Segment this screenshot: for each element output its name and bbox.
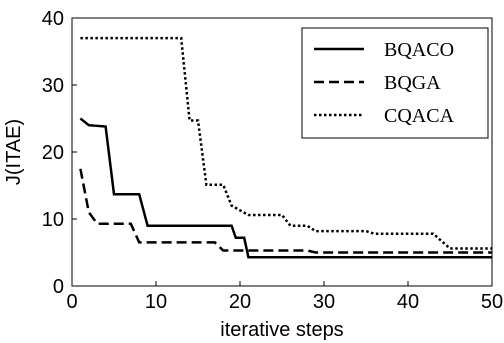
x-axis-label: iterative steps <box>220 319 343 341</box>
y-tick-label: 40 <box>42 8 64 30</box>
legend-label: BQACO <box>384 39 454 61</box>
plot-frame <box>71 17 493 287</box>
x-tick-label: 0 <box>66 291 77 313</box>
legend-label: BQGA <box>384 72 441 94</box>
legend-label: CQACA <box>384 105 455 127</box>
x-tick-label: 30 <box>313 291 335 313</box>
x-tick-label: 20 <box>229 291 251 313</box>
y-tick-label: 30 <box>42 75 64 97</box>
y-tick-label: 20 <box>42 142 64 164</box>
x-tick-label: 50 <box>481 291 503 313</box>
x-tick-label: 40 <box>397 291 419 313</box>
legend: BQACO BQGA CQACA <box>301 27 489 139</box>
series-line-bqga <box>79 168 492 254</box>
x-tick-label: 10 <box>145 291 167 313</box>
y-axis-label: J(ITAE) <box>3 119 25 185</box>
y-tick-label: 10 <box>42 209 64 231</box>
ticks-layer: 0 10 20 30 40 50 0 10 20 30 40 <box>42 8 503 313</box>
series-layer <box>79 36 492 259</box>
y-tick-label: 0 <box>53 276 64 298</box>
series-line-bqaco <box>79 117 492 259</box>
